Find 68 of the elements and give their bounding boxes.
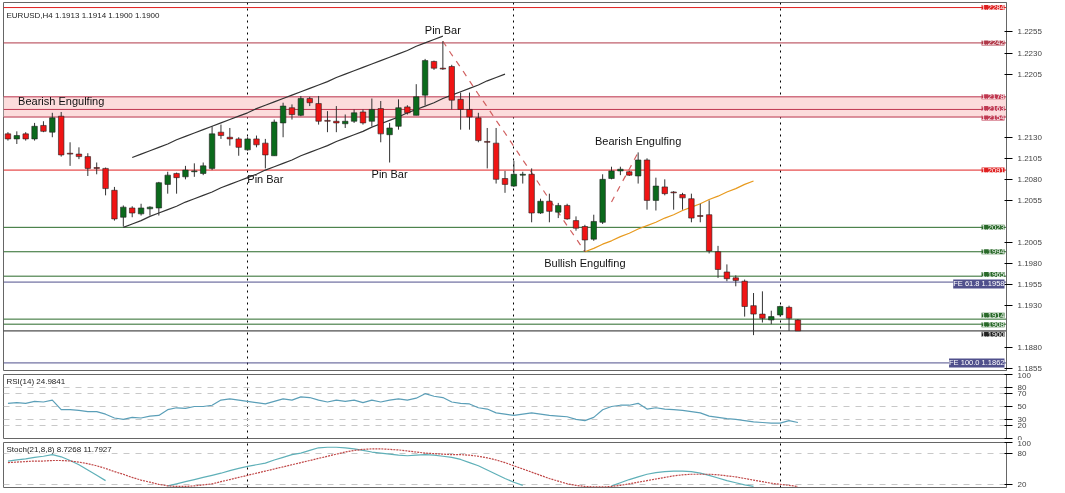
candlestick [581, 224, 588, 253]
candlestick [146, 205, 154, 217]
y-tick-label: 1.1880 [1017, 343, 1043, 353]
y-tick-label: 1.2255 [1017, 27, 1043, 37]
y-tick-label: 50 [1017, 402, 1027, 411]
candlestick [697, 203, 704, 223]
candlestick [501, 170, 509, 194]
candlestick [102, 167, 109, 196]
candlestick [652, 177, 659, 211]
candlestick [368, 98, 375, 127]
candlestick [395, 98, 402, 131]
y-tick-label: 80 [1017, 382, 1027, 392]
candlestick [280, 102, 287, 138]
candlestick [590, 214, 597, 242]
candlestick [475, 112, 482, 143]
candlestick [191, 162, 198, 178]
candlestick [688, 193, 695, 223]
text: Pin Bar [424, 24, 461, 37]
text: Bearish Engulfing [595, 135, 682, 148]
text: Pin Bar [371, 167, 408, 180]
candlestick [510, 160, 517, 188]
candlestick [723, 263, 730, 282]
candlestick [333, 105, 340, 133]
line-series [7, 393, 799, 424]
y-tick-label: 30 [1017, 414, 1027, 424]
y-tick-label: 1.2130 [1017, 132, 1043, 142]
candlestick [67, 141, 74, 167]
candlestick [466, 92, 473, 131]
y-tick-label: 20 [1017, 480, 1027, 490]
y-tick-label: 1.2205 [1017, 69, 1043, 79]
candlestick [457, 92, 464, 131]
y-tick-label: 1.1930 [1017, 301, 1043, 311]
y-tick-label: 1.2080 [1017, 174, 1043, 184]
text: Bearish Engulfing [18, 94, 105, 107]
candlestick [324, 110, 331, 133]
text: Bullish Engulfing [544, 256, 626, 269]
y-tick-label: 1.1980 [1017, 259, 1043, 269]
line-series [584, 180, 755, 253]
y-tick-label: 1.2230 [1017, 48, 1043, 58]
candlestick [262, 138, 269, 169]
candlestick [49, 112, 56, 138]
candlestick [439, 40, 446, 71]
chart-title: RSI(14) 24.9841 [6, 376, 66, 386]
candlestick [670, 190, 677, 211]
y-tick-label: 1.1955 [1017, 280, 1043, 290]
y-tick-label: 1.2055 [1017, 195, 1043, 205]
y-tick-label: 20 [1017, 421, 1027, 431]
candlestick [75, 146, 82, 160]
y-tick-label: 1.2105 [1017, 153, 1043, 163]
candlestick [759, 290, 766, 323]
candlestick [413, 83, 420, 116]
text: EURUSD,H4 1.1913 1.1914 1.1900 1.1900 [6, 10, 161, 20]
y-tick-label: 80 [1017, 448, 1027, 458]
candlestick [164, 171, 171, 195]
candlestick [315, 95, 322, 126]
candlestick [288, 103, 296, 121]
candlestick [386, 122, 393, 163]
candlestick [635, 151, 642, 185]
candlestick [484, 127, 491, 169]
y-tick-label: 70 [1017, 389, 1027, 399]
candlestick [546, 193, 553, 223]
candlestick [217, 124, 225, 140]
candlestick [714, 245, 722, 279]
candlestick [84, 152, 91, 177]
chart-title: Stoch(21,8,8) 8.7268 11.7927 [6, 444, 113, 454]
text: Pin Bar [247, 173, 284, 186]
candlestick [235, 136, 242, 157]
y-tick-label: 1.2005 [1017, 238, 1043, 247]
